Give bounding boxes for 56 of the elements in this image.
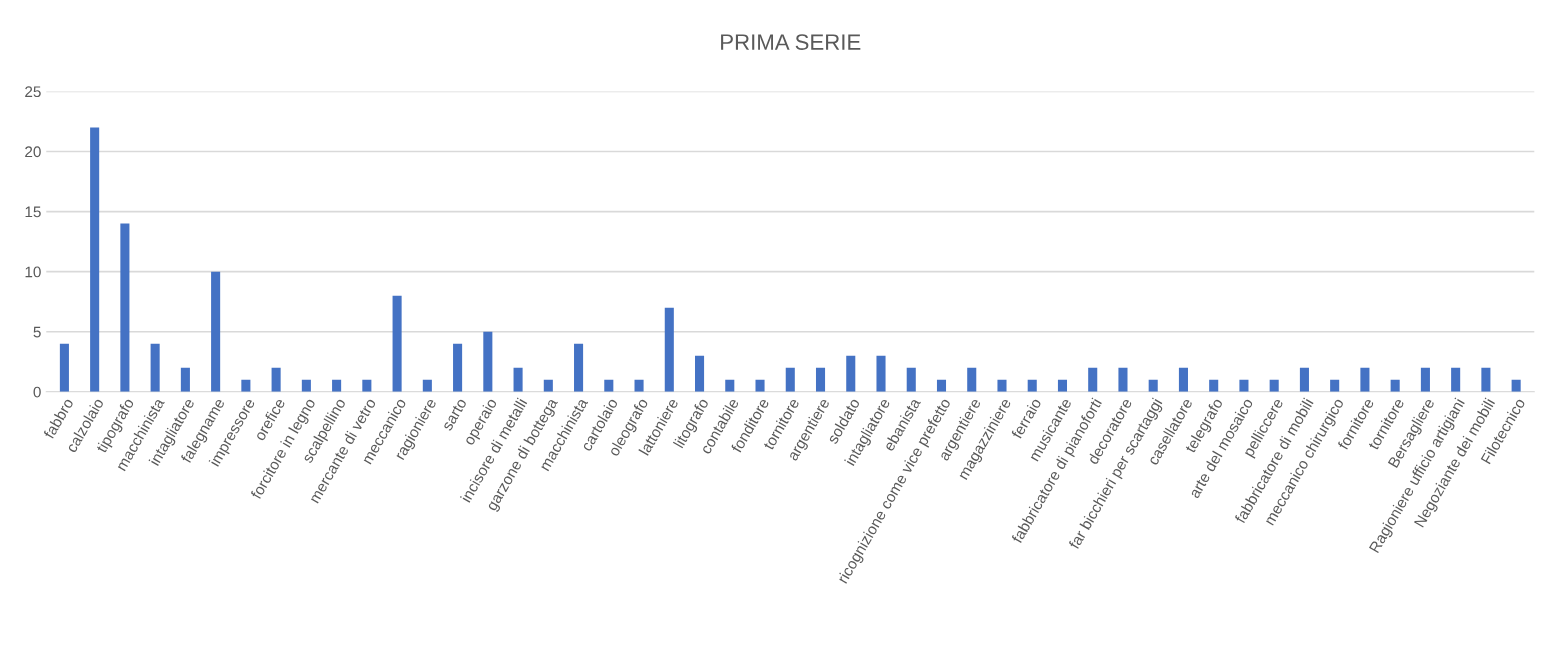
bar [906,367,916,392]
bar [90,127,100,392]
bar [755,379,765,392]
bar [1511,379,1521,392]
bar [1360,367,1370,392]
bar [1209,379,1219,392]
bar [1420,367,1430,392]
bar [1057,379,1068,392]
bar [150,343,160,392]
bar [453,343,463,392]
chart-title: PRIMA SERIE [721,34,861,50]
bar [815,367,826,392]
bar [695,355,705,392]
y-tick-label: 10 [25,266,41,278]
bar [332,379,342,392]
bar [1481,367,1491,392]
bar [1269,379,1279,392]
bar [1088,367,1098,392]
y-tick-label: 25 [25,86,41,98]
bar [967,367,977,392]
bar [664,307,674,392]
bar [362,379,372,392]
bar [1239,379,1249,392]
y-tick-label: 15 [25,206,41,218]
bar [422,379,432,392]
y-tick-label: 0 [33,386,41,398]
bar [241,379,251,392]
bar [301,379,311,392]
bar [604,379,614,392]
bar [180,367,190,392]
bar [1299,367,1309,392]
bar [392,295,402,392]
bar [513,367,523,392]
bar [211,271,221,392]
bar [725,379,735,392]
bar [1027,379,1037,392]
bar [271,367,281,392]
bar [997,379,1007,392]
bar [1148,379,1158,392]
bar [543,379,553,392]
bar [876,355,886,392]
bar [1178,367,1188,392]
bar [120,223,130,392]
bar [1330,379,1340,392]
y-tick-label: 20 [25,146,41,158]
bar [1451,367,1461,392]
bar [846,355,856,392]
bar [574,343,584,392]
bar [59,343,69,392]
bar [1118,367,1128,392]
bar [936,379,947,392]
bar [634,379,644,392]
bar [483,331,493,392]
y-tick-label: 5 [33,326,41,338]
bar [1390,379,1400,392]
bar [785,367,795,392]
